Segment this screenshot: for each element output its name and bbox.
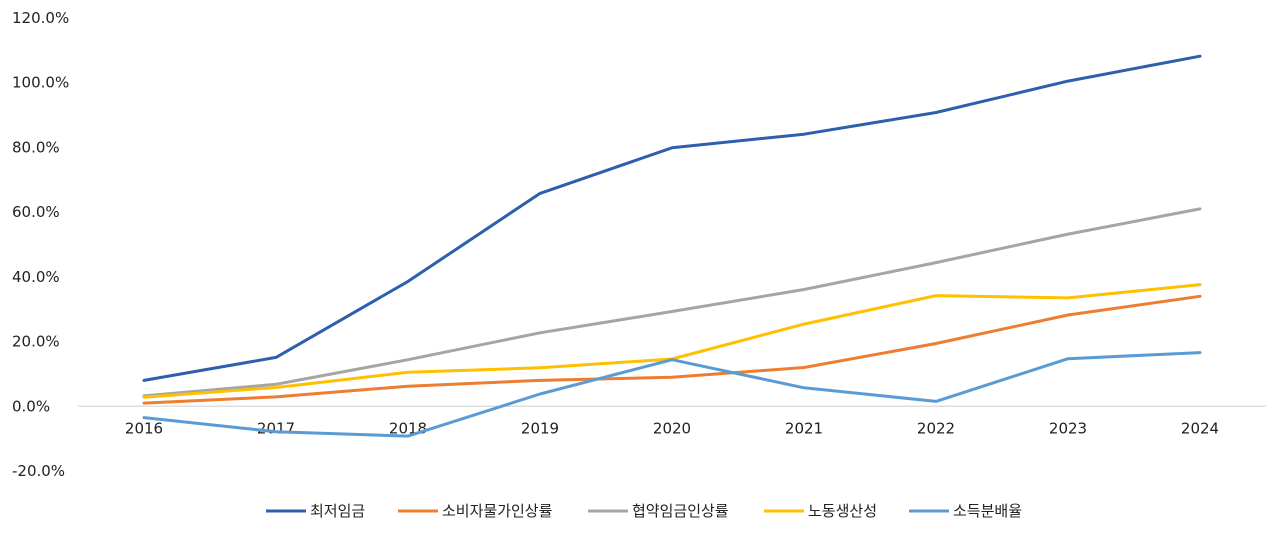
y-axis-ticks: 120.0% 100.0% 80.0% 60.0% 40.0% 20.0% 0.0% -20.… [12, 9, 69, 480]
y-tick-label: -20.0% [12, 462, 65, 480]
y-tick-label: 0.0% [12, 397, 50, 415]
series-line-1 [142, 54, 1202, 382]
series-line-2 [142, 294, 1202, 405]
x-tick-label: 2022 [917, 419, 955, 437]
x-tick-label: 2019 [521, 419, 559, 437]
x-tick-label: 2023 [1049, 419, 1087, 437]
legend-label: 소득분배율 [953, 502, 1022, 520]
x-tick-label: 2024 [1181, 419, 1219, 437]
series-line-5 [142, 351, 1202, 438]
series-lines [142, 54, 1202, 438]
y-tick-label: 20.0% [12, 333, 60, 351]
y-tick-label: 40.0% [12, 268, 60, 286]
legend-label: 최저임금 [310, 502, 365, 520]
x-tick-label: 2016 [125, 419, 163, 437]
y-tick-label: 120.0% [12, 9, 69, 27]
x-tick-label: 2020 [653, 419, 691, 437]
y-tick-label: 60.0% [12, 203, 60, 221]
legend: 최저임금 소비자물가인상률 협약임금인상률 노동생산성 소득분배율 [266, 502, 1022, 520]
legend-label: 협약임금인상률 [632, 502, 729, 520]
series-line-3 [142, 207, 1202, 398]
x-tick-label: 2017 [257, 419, 295, 437]
x-axis-ticks: 2016 2017 2018 2019 2020 2021 2022 2023 2024 [125, 419, 1219, 437]
y-tick-label: 80.0% [12, 138, 60, 156]
legend-label: 노동생산성 [808, 502, 877, 520]
y-tick-label: 100.0% [12, 74, 69, 92]
legend-label: 소비자물가인상률 [442, 502, 553, 520]
x-tick-label: 2021 [785, 419, 823, 437]
